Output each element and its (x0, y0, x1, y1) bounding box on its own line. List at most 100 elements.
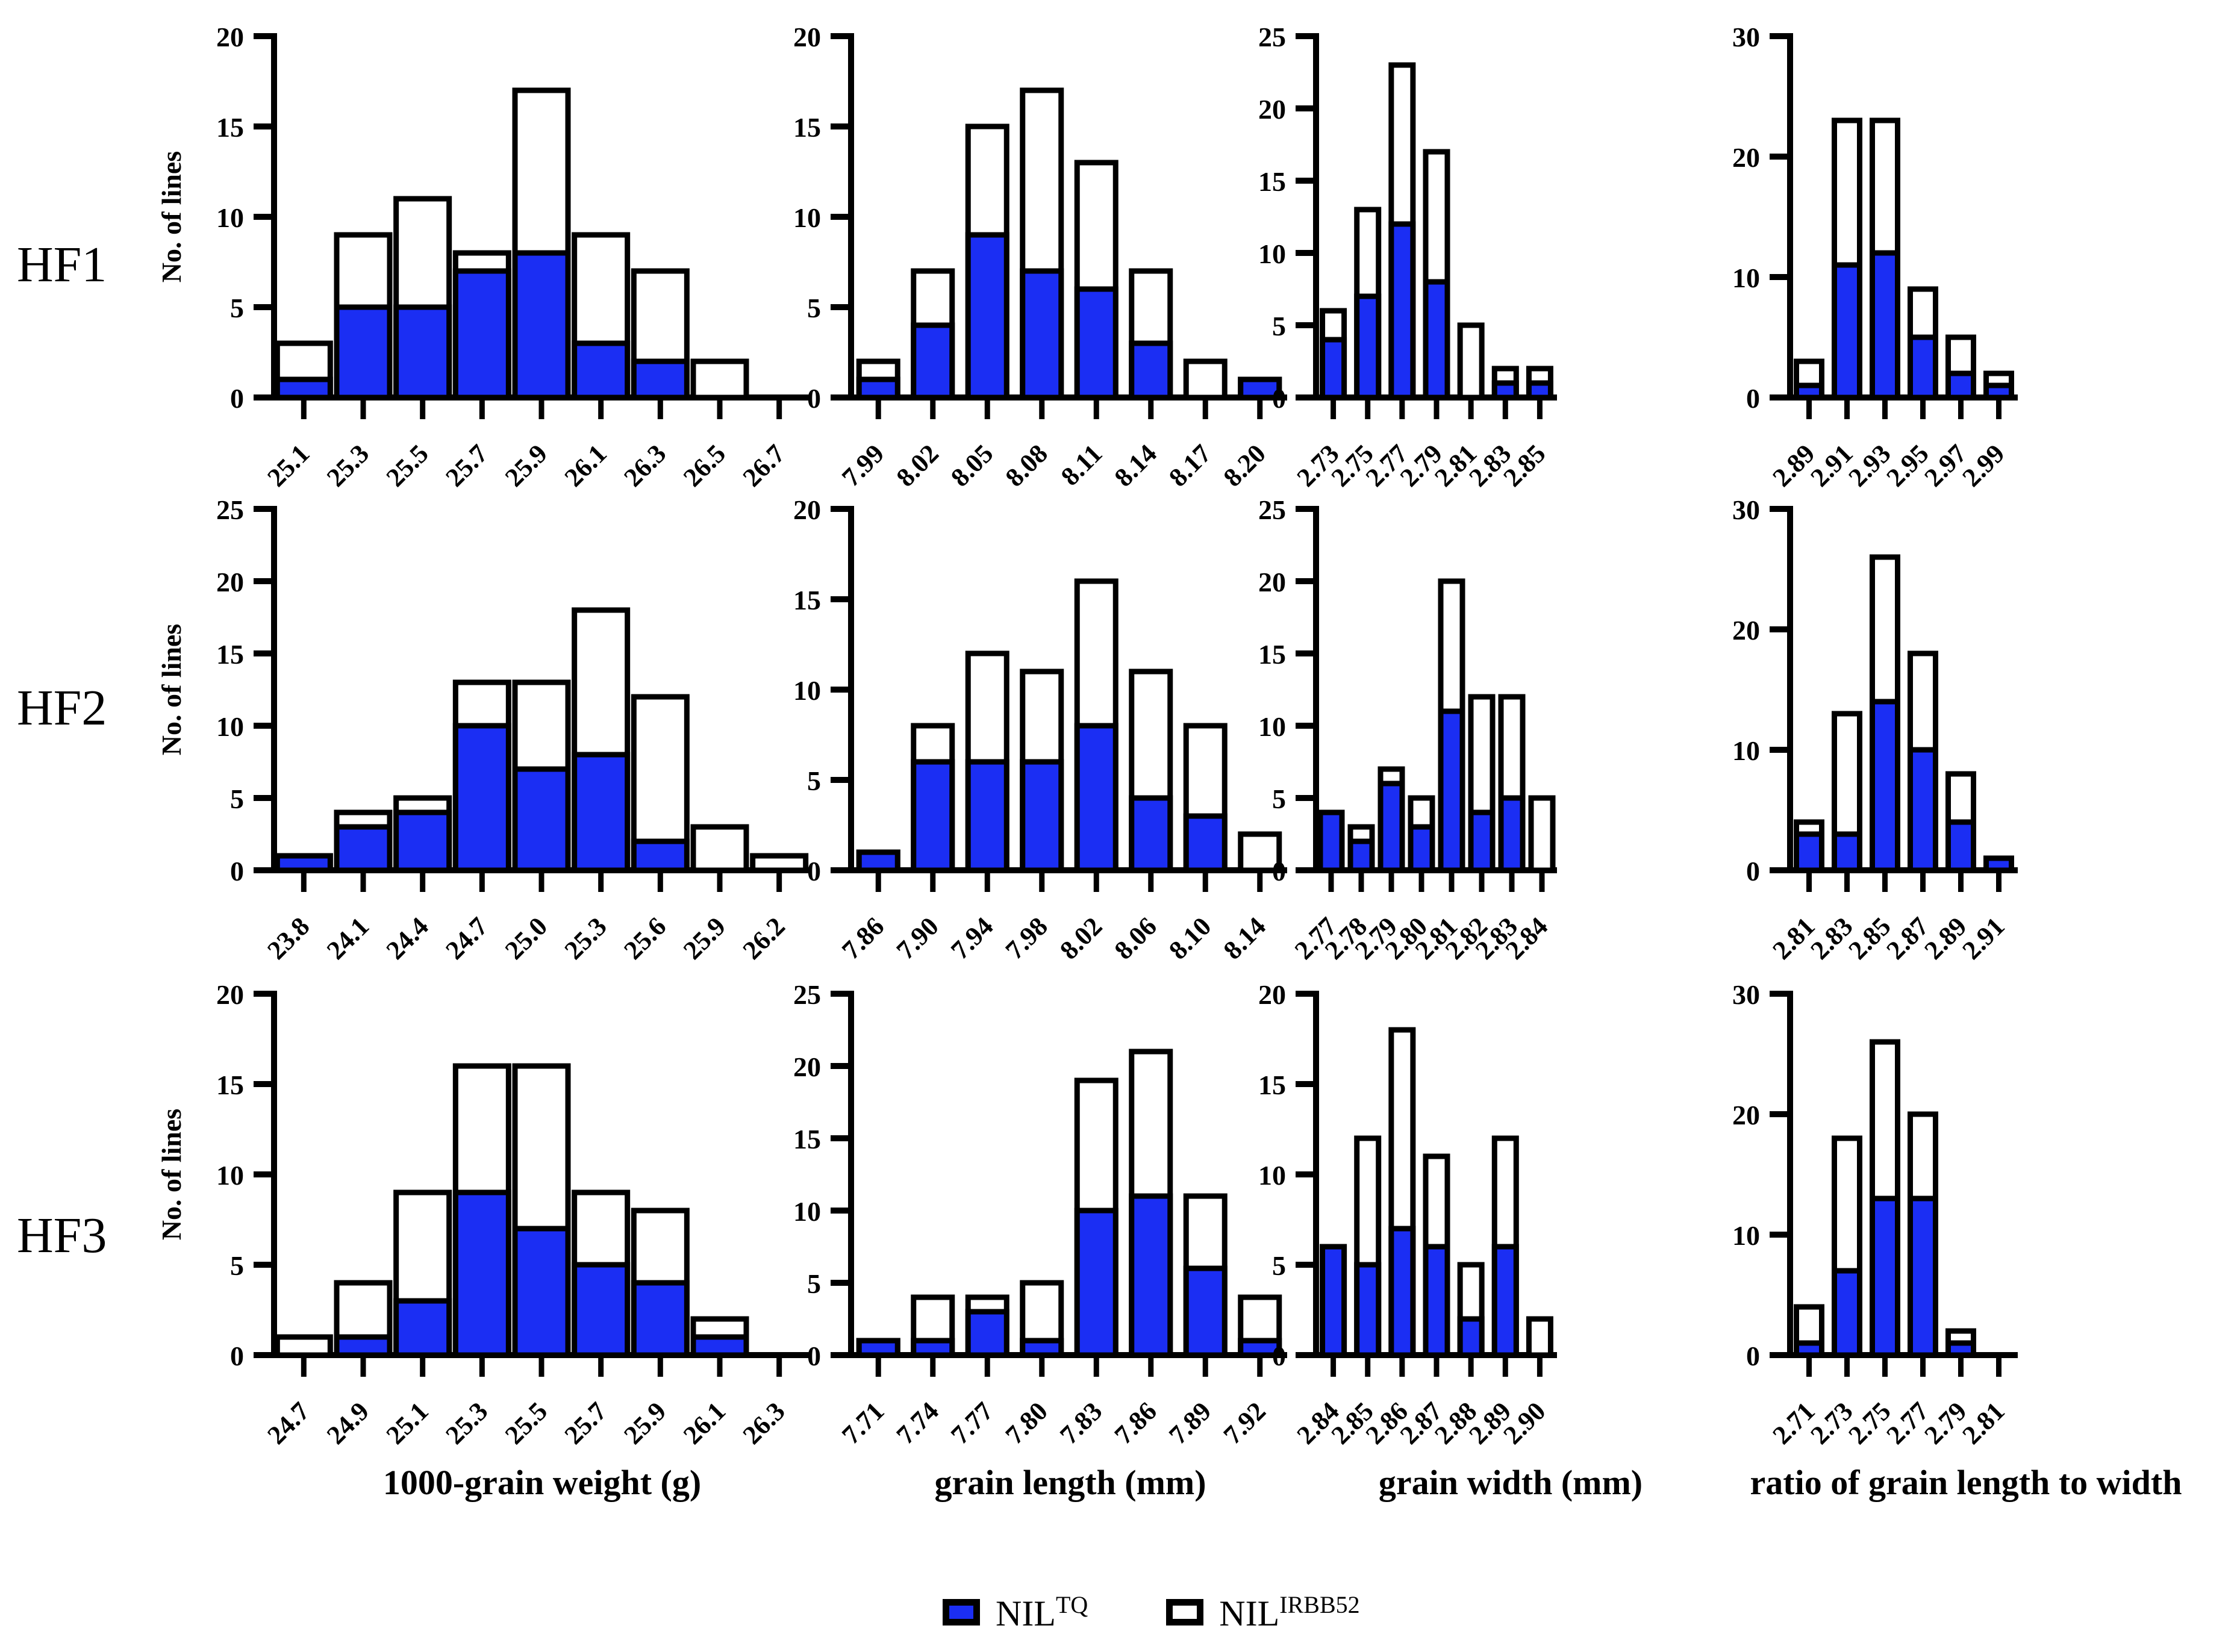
x-tick-label: 7.94 (945, 911, 999, 965)
bar-segment-niltq (1983, 382, 2014, 401)
x-tick-label: 7.77 (945, 1396, 999, 1450)
bar-segment-niltq (1020, 759, 1064, 873)
y-tick-label: 20 (1732, 1100, 1760, 1130)
bar-segment-niltq (1945, 370, 1976, 401)
bar-segment-niltq (1183, 813, 1228, 873)
y-tick-label: 10 (1258, 238, 1286, 269)
bar-segment-niltq (512, 766, 571, 873)
row-label-hf3: HF3 (17, 1208, 107, 1264)
bar-segment-niltq (1794, 382, 1824, 401)
y-tick-label: 5 (1272, 784, 1286, 814)
bar-segment-niltq (452, 723, 511, 873)
x-tick-label: 24.1 (321, 911, 375, 965)
bar-segment-niltq (1983, 855, 2014, 873)
x-tick-label: 7.74 (891, 1396, 944, 1450)
y-tick-label: 25 (216, 494, 244, 525)
y-tick-label: 0 (807, 383, 821, 414)
legend-swatch-nilirbb52 (1166, 1599, 1204, 1626)
y-tick-label: 5 (807, 293, 821, 323)
y-tick-label: 15 (216, 639, 244, 670)
y-tick-label: 5 (807, 1268, 821, 1299)
x-tick-label: 23.8 (261, 911, 315, 965)
y-tick-label: 5 (230, 1250, 244, 1281)
legend-label-niltq: NILTQ (996, 1591, 1088, 1633)
bar-segment-niltq (1074, 723, 1118, 873)
x-tick-label: 2.81 (1956, 1396, 2010, 1450)
y-tick-label: 15 (216, 1070, 244, 1100)
y-tick-label: 0 (1272, 1341, 1286, 1371)
row-label-hf1: HF1 (17, 237, 107, 293)
row-label-hf2: HF2 (17, 680, 107, 736)
bar-segment-niltq (1794, 831, 1824, 873)
y-tick-label: 15 (1258, 166, 1286, 197)
x-tick-label: 7.83 (1054, 1396, 1108, 1450)
bar-segment-niltq (1832, 1268, 1862, 1358)
x-tick-label: 8.02 (1054, 911, 1108, 965)
bar-segment-niltq (1354, 293, 1382, 401)
y-tick-label: 5 (230, 293, 244, 323)
y-tick-label: 0 (807, 1341, 821, 1371)
y-tick-label: 0 (230, 1341, 244, 1371)
y-tick-label: 15 (793, 112, 821, 143)
bar-segment-niltq (1183, 1265, 1228, 1358)
bar-segment-niltq (1320, 337, 1347, 401)
x-tick-label: 25.6 (618, 911, 672, 965)
y-tick-label: 10 (216, 202, 244, 233)
bar-total-nilirbb52 (1457, 322, 1485, 401)
y-tick-label: 10 (1732, 263, 1760, 293)
x-axis-title-grain-width: grain width (mm) (1378, 1463, 1643, 1502)
bar-segment-niltq (1908, 334, 1938, 401)
bar-total-nilirbb52 (1528, 795, 1556, 873)
y-tick-label: 10 (1258, 711, 1286, 742)
y-tick-label: 5 (1272, 311, 1286, 341)
y-tick-label: 15 (216, 112, 244, 143)
legend: NILTQ NILIRBB52 (943, 1593, 1360, 1632)
legend-entry-niltq: NILTQ (943, 1593, 1088, 1632)
y-tick-label: 20 (1732, 615, 1760, 646)
bar-total-nilirbb52 (690, 824, 749, 873)
x-axis-title-grain-length: grain length (mm) (934, 1463, 1206, 1502)
bar-segment-niltq (856, 376, 900, 401)
bar-segment-niltq (1908, 747, 1938, 873)
bar-segment-niltq (1238, 376, 1282, 401)
x-tick-label: 25.7 (559, 1396, 613, 1450)
y-tick-label: 20 (1258, 94, 1286, 125)
bar-segment-niltq (1354, 1262, 1382, 1358)
y-tick-label: 15 (1258, 1070, 1286, 1100)
bar-segment-niltq (631, 358, 690, 401)
bar-segment-niltq (856, 849, 900, 873)
bar-segment-niltq (1238, 1338, 1282, 1358)
y-tick-label: 10 (793, 1196, 821, 1227)
legend-swatch-niltq (943, 1599, 980, 1626)
y-tick-label: 20 (216, 567, 244, 597)
bar-segment-niltq (1832, 831, 1862, 873)
y-tick-label: 5 (807, 765, 821, 796)
y-tick-label: 0 (1272, 383, 1286, 414)
bar-segment-niltq (1320, 1244, 1347, 1358)
y-axis-title-row3: No. of lines (156, 1108, 187, 1241)
bar-segment-niltq (572, 340, 631, 401)
bar-segment-niltq (1832, 262, 1862, 401)
y-tick-label: 20 (216, 22, 244, 52)
y-tick-label: 10 (1732, 1220, 1760, 1251)
bar-segment-niltq (1870, 1195, 1900, 1358)
bar-segment-niltq (965, 1309, 1009, 1358)
x-tick-label: 7.89 (1163, 1396, 1217, 1450)
bar-segment-niltq (1377, 781, 1405, 873)
bar-segment-niltq (965, 759, 1009, 873)
legend-label-nilirbb52: NILIRBB52 (1219, 1591, 1360, 1633)
bar-total-nilirbb52 (274, 1334, 333, 1358)
x-tick-label: 7.80 (1000, 1396, 1053, 1450)
bar-segment-niltq (1491, 380, 1519, 401)
x-tick-label: 7.90 (891, 911, 944, 965)
x-tick-label: 8.10 (1163, 911, 1217, 965)
y-tick-label: 20 (1258, 567, 1286, 597)
x-tick-label: 25.9 (618, 1396, 672, 1450)
y-tick-label: 0 (1272, 856, 1286, 887)
